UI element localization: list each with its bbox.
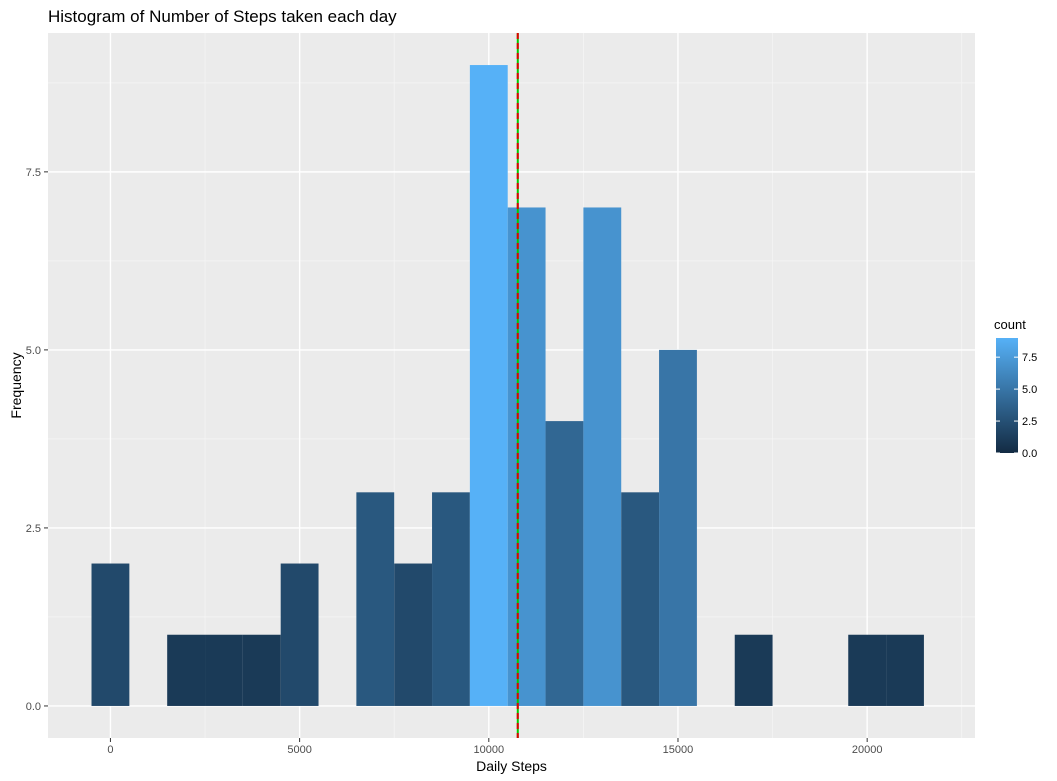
x-tick-label: 5000	[287, 744, 311, 756]
y-axis: 0.0 2.5 5.0 7.5	[26, 167, 48, 713]
histogram-bar	[242, 634, 281, 706]
x-axis-title: Daily Steps	[476, 758, 547, 774]
x-tick-label: 20000	[852, 744, 883, 756]
legend-tick-label: 2.5	[1022, 416, 1037, 428]
x-tick-label: 0	[107, 744, 113, 756]
legend-colorbar	[996, 338, 1018, 453]
legend-tick-label: 7.5	[1022, 352, 1037, 364]
histogram-bar	[205, 634, 243, 706]
y-axis-title: Frequency	[8, 352, 24, 418]
x-axis: 0 5000 10000 15000 20000	[107, 738, 882, 756]
histogram-bar	[469, 65, 508, 706]
histogram-bar	[91, 563, 130, 706]
histogram-bar	[356, 492, 395, 706]
chart-title: Histogram of Number of Steps taken each …	[48, 7, 397, 26]
histogram-bars	[91, 65, 924, 706]
histogram-bar	[545, 421, 584, 706]
histogram-bar	[167, 634, 206, 706]
legend-tick-label: 0.0	[1022, 448, 1037, 460]
histogram-bar	[394, 563, 433, 706]
histogram-bar	[659, 349, 697, 706]
histogram-bar	[734, 634, 773, 706]
histogram-bar	[621, 492, 660, 706]
color-legend: count 0.0 2.5 5.0 7.5	[994, 317, 1037, 460]
legend-title: count	[994, 317, 1026, 332]
y-tick-label: 7.5	[26, 167, 41, 179]
histogram-bar	[432, 492, 470, 706]
histogram-bar	[886, 634, 924, 706]
y-tick-label: 5.0	[26, 345, 41, 357]
x-tick-label: 15000	[663, 744, 694, 756]
y-tick-label: 0.0	[26, 701, 41, 713]
histogram-bar	[507, 207, 546, 706]
histogram-bar	[848, 634, 887, 706]
x-tick-label: 10000	[474, 744, 505, 756]
y-tick-label: 2.5	[26, 523, 41, 535]
legend-tick-label: 5.0	[1022, 384, 1037, 396]
histogram-bar	[280, 563, 319, 706]
legend-ticks: 0.0 2.5 5.0 7.5	[996, 352, 1037, 460]
histogram-bar	[583, 207, 622, 706]
